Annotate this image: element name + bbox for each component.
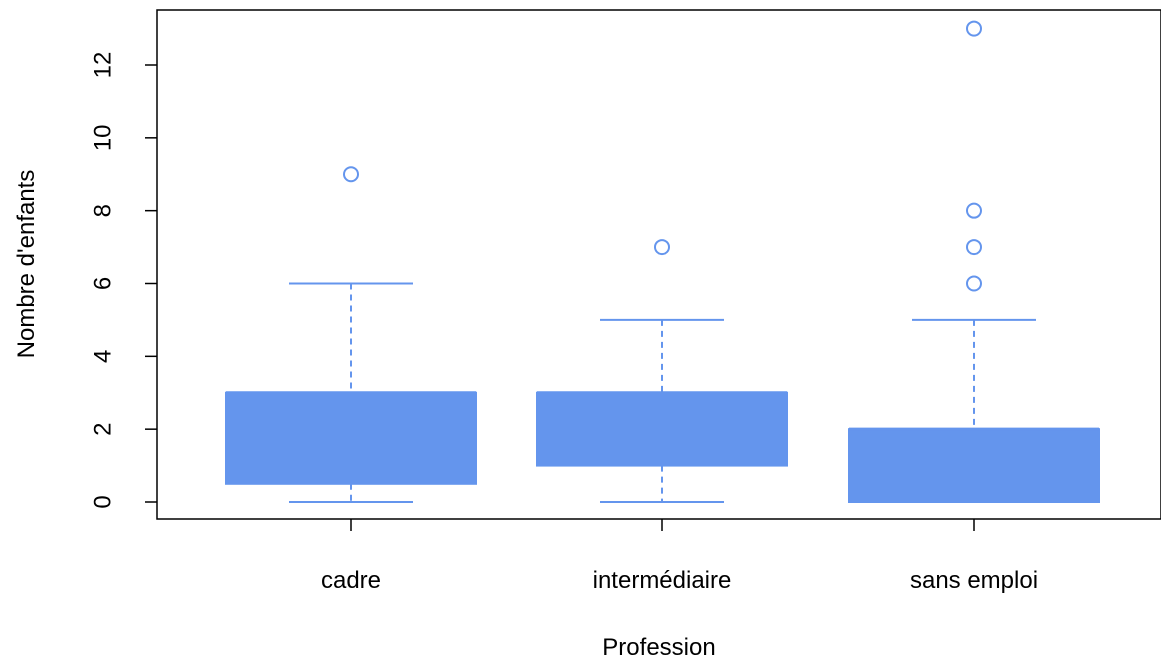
y-tick-label-10: 10	[89, 124, 116, 151]
x-tick-label-2: sans emploi	[910, 567, 1038, 594]
box-2	[848, 428, 1100, 503]
x-axis-label: Profession	[602, 634, 715, 661]
outlier-2-3	[966, 20, 982, 37]
outlier-2-2	[966, 202, 982, 219]
x-tick-label-1: intermédiaire	[593, 567, 732, 594]
x-axis: cadre intermédiaire sans emploi	[321, 519, 1038, 594]
y-tick-label-8: 8	[89, 204, 116, 217]
box-1	[536, 391, 788, 467]
outlier-1-0	[654, 239, 670, 256]
plot-frame	[156, 9, 1161, 520]
outlier-2-1	[966, 239, 982, 256]
boxes	[225, 20, 1100, 503]
x-tick-label-0: cadre	[321, 567, 381, 594]
y-tick-label-0: 0	[89, 495, 116, 508]
y-tick-label-2: 2	[89, 422, 116, 435]
y-tick-label-4: 4	[89, 350, 116, 363]
box-0	[225, 391, 477, 485]
outlier-2-0	[966, 275, 982, 292]
y-tick-label-12: 12	[89, 52, 116, 79]
y-axis-label: Nombre d'enfants	[13, 170, 40, 359]
outlier-0-0	[343, 166, 359, 183]
y-tick-label-6: 6	[89, 277, 116, 290]
y-axis: 0 2 4 6 8 10 12	[89, 52, 157, 509]
